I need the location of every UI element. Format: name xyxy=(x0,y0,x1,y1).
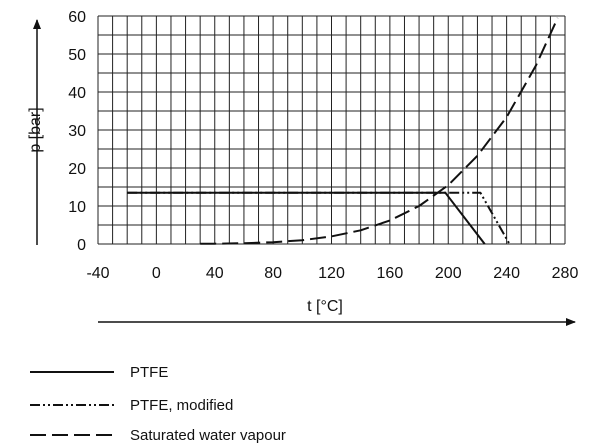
y-tick-label: 40 xyxy=(68,85,86,102)
y-tick-label: 20 xyxy=(68,161,86,178)
x-tick-label: -40 xyxy=(86,265,109,282)
series-lines xyxy=(127,17,559,245)
legend: PTFE PTFE, modified Saturated water vapo… xyxy=(30,364,286,444)
x-tick-label: 120 xyxy=(318,265,345,282)
x-tick-label: 0 xyxy=(152,265,161,282)
y-tick-label: 10 xyxy=(68,199,86,216)
y-tick-label: 60 xyxy=(68,9,86,26)
x-tick-label: 160 xyxy=(377,265,404,282)
x-axis-label: t [°C] xyxy=(307,298,343,315)
y-tick-label: 0 xyxy=(77,237,86,254)
y-tick-labels: 0 10 20 30 40 50 60 xyxy=(68,9,86,254)
y-tick-label: 30 xyxy=(68,123,86,140)
legend-label-ptfe-modified: PTFE, modified xyxy=(130,397,233,414)
grid xyxy=(97,15,566,245)
series-line-ptfe xyxy=(127,191,486,245)
axes xyxy=(33,19,576,326)
x-tick-label: 240 xyxy=(493,265,520,282)
x-tick-label: 280 xyxy=(552,265,579,282)
x-tick-labels: -40 0 40 80 120 160 200 240 280 xyxy=(86,265,578,282)
x-tick-label: 40 xyxy=(206,265,224,282)
x-tick-label: 80 xyxy=(264,265,282,282)
y-axis-label: p [bar] xyxy=(27,107,44,152)
legend-label-water-vapour: Saturated water vapour xyxy=(130,427,286,444)
series-line-ptfe-modified xyxy=(127,191,511,245)
legend-label-ptfe: PTFE xyxy=(130,364,168,381)
series-line-water-vapour xyxy=(200,17,559,245)
y-tick-label: 50 xyxy=(68,47,86,64)
x-tick-label: 200 xyxy=(435,265,462,282)
